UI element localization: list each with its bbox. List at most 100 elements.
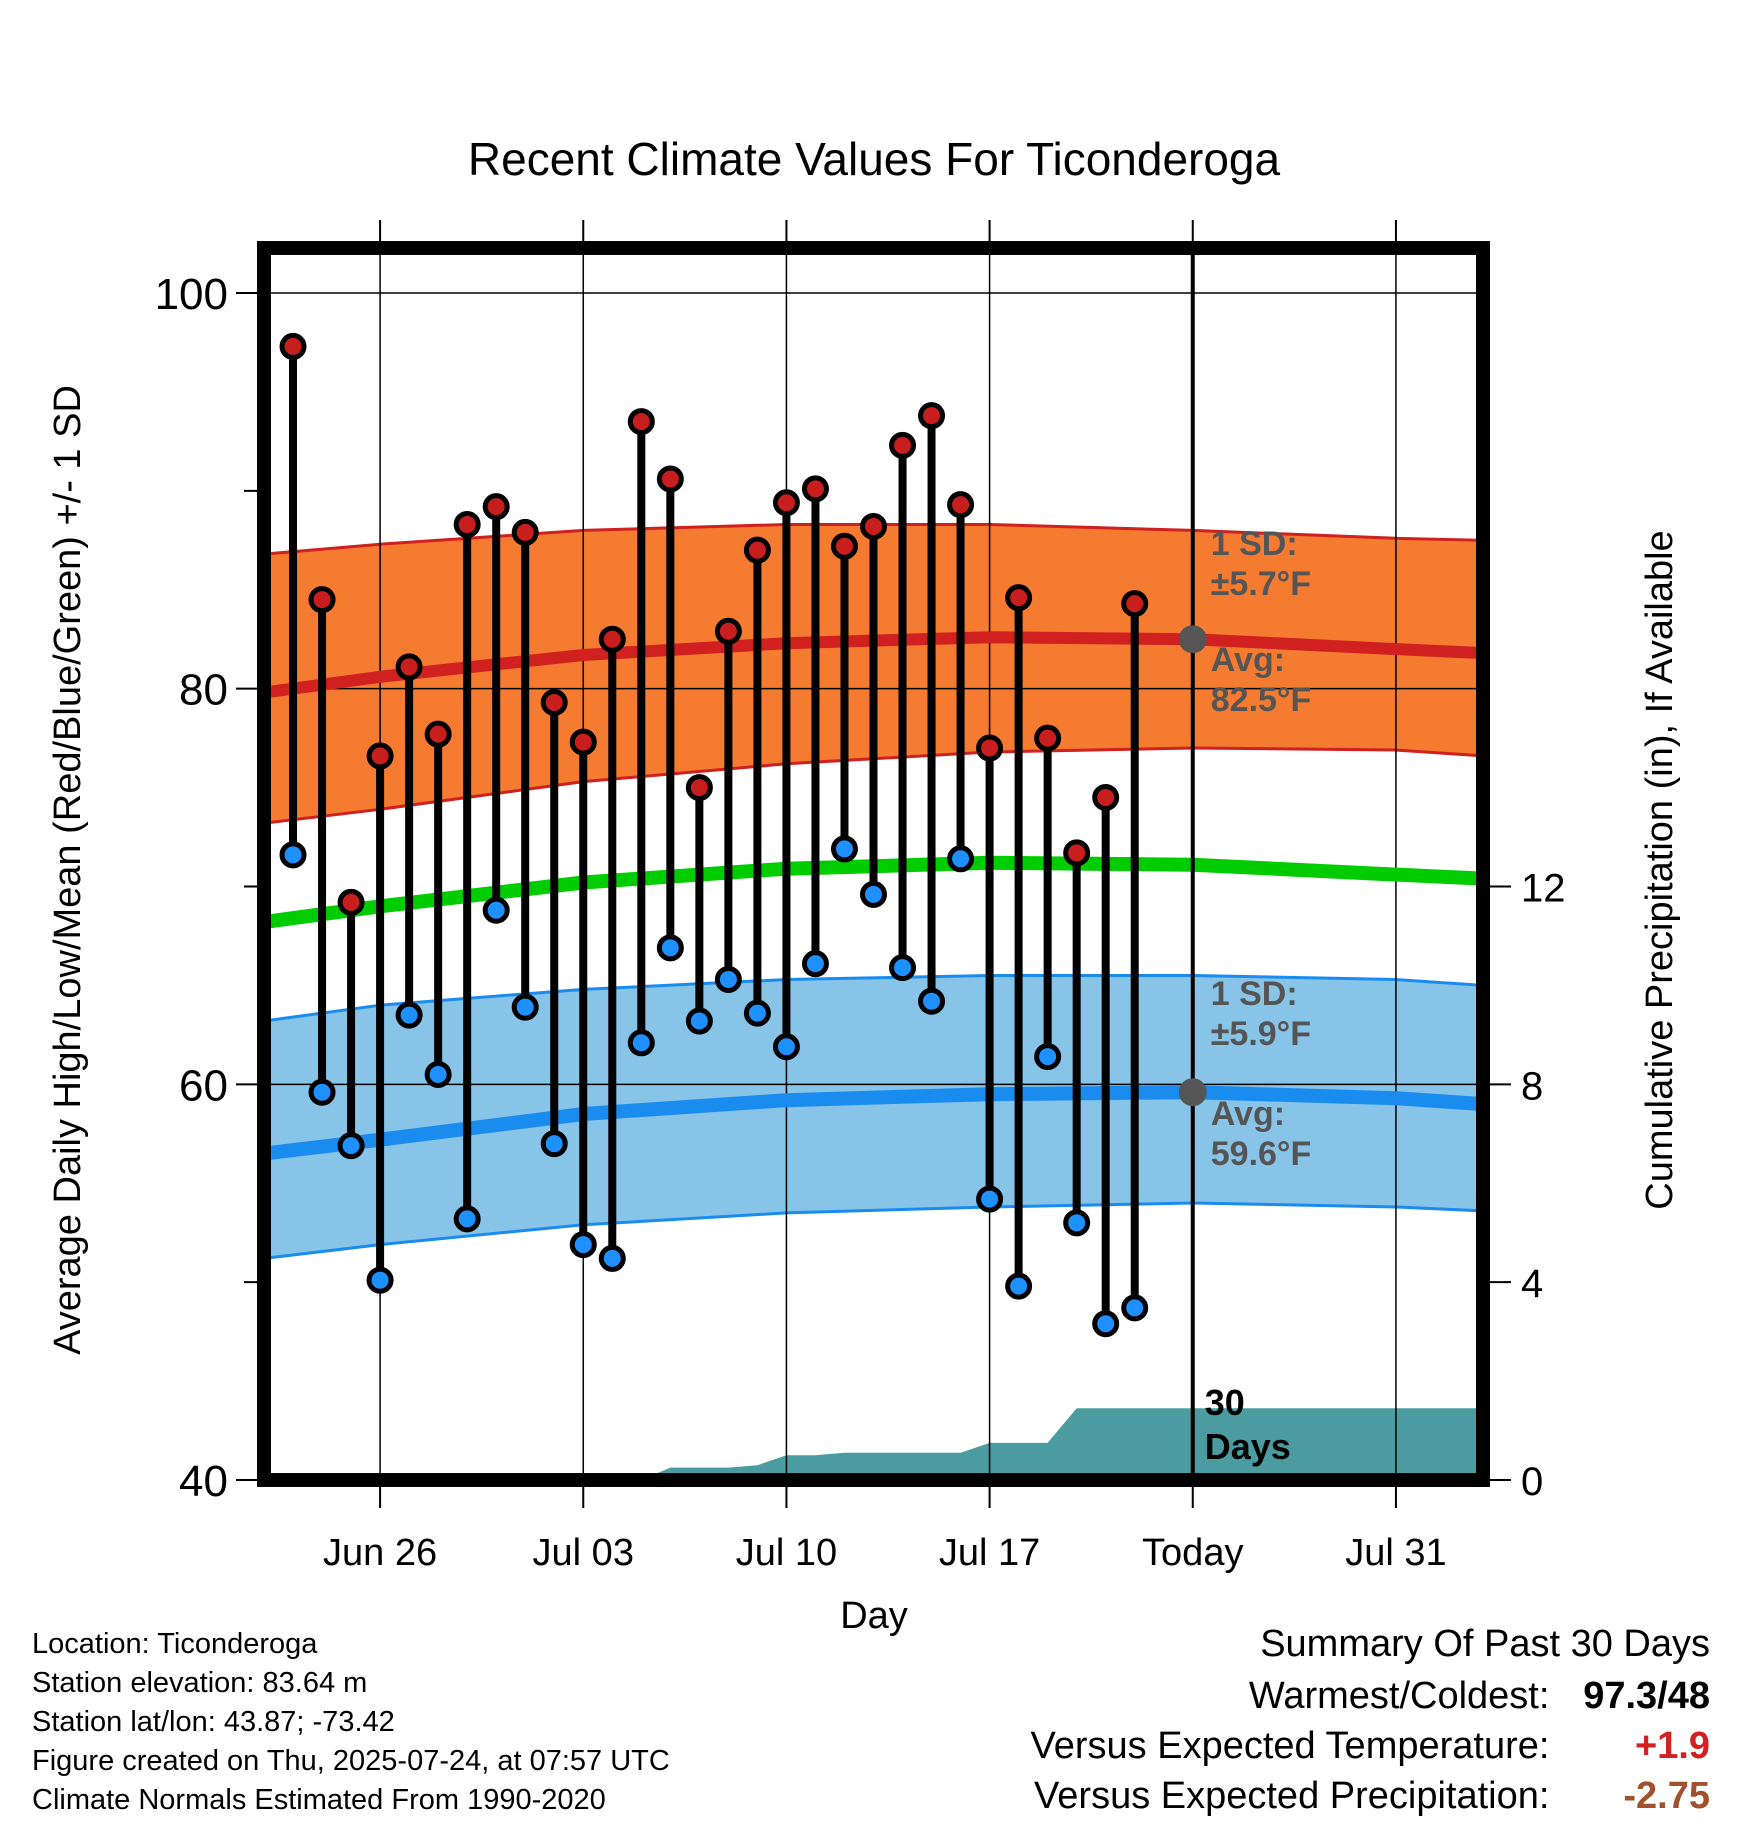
low-point (685, 1007, 713, 1035)
low-point (801, 950, 829, 978)
x-axis-label: Day (840, 1595, 908, 1637)
high-point (976, 734, 1004, 762)
summary-warmest-value: 97.3/48 (1583, 1675, 1710, 1717)
high-point (1063, 839, 1091, 867)
plot-frame (257, 241, 1490, 1487)
high-point (511, 518, 539, 546)
y2-axis-label: Cumulative Precipitation (in), If Availa… (1639, 530, 1681, 1209)
low-sd-annotation-line1: 1 SD: (1211, 975, 1298, 1013)
low-point (598, 1244, 626, 1272)
high-point (743, 536, 771, 564)
period-label-line: Days (1205, 1426, 1291, 1467)
high-point (714, 617, 742, 645)
low-point (772, 1033, 800, 1061)
precip-area (264, 1408, 1483, 1480)
low-point (482, 896, 510, 924)
low-point (627, 1029, 655, 1057)
x-tick-label: Jul 31 (1345, 1532, 1446, 1574)
low-point (1092, 1310, 1120, 1338)
summary-warmest-row: Warmest/Coldest: 97.3/48 (1249, 1677, 1710, 1715)
high-point (279, 332, 307, 360)
low-point (830, 835, 858, 863)
low-point (279, 841, 307, 869)
low-avg-line (263, 1085, 1484, 1161)
low-point (424, 1060, 452, 1088)
low-point (976, 1185, 1004, 1213)
high-point (569, 728, 597, 756)
period-label-line: 30 (1205, 1382, 1245, 1423)
high-point (801, 475, 829, 503)
y-tick-label: 80 (179, 666, 228, 715)
summary-precip-row: Versus Expected Precipitation: -2.75 (1034, 1777, 1710, 1815)
low-point (453, 1205, 481, 1233)
x-tick-label: Jul 10 (736, 1532, 837, 1574)
high-avg-annotation-line2: 82.5°F (1211, 681, 1312, 719)
low-point (947, 845, 975, 873)
summary-temp-row: Versus Expected Temperature: +1.9 (1031, 1727, 1710, 1765)
summary-precip-label: Versus Expected Precipitation: (1034, 1775, 1550, 1817)
y2-tick-label: 0 (1521, 1460, 1543, 1504)
low-point (337, 1132, 365, 1160)
high-point (598, 625, 626, 653)
summary-warmest-label: Warmest/Coldest: (1248, 1675, 1550, 1717)
x-tick-label: Jul 17 (939, 1532, 1040, 1574)
y-tick-label: 60 (179, 1061, 228, 1110)
low-point (714, 965, 742, 993)
high-point (918, 402, 946, 430)
y-tick-label: 40 (179, 1457, 228, 1506)
high-point (889, 431, 917, 459)
low-avg-annotation-line1: Avg: (1211, 1095, 1285, 1133)
chart-title: Recent Climate Values For Ticonderoga (468, 133, 1281, 185)
mean-line (263, 855, 1484, 930)
today-low-avg-dot (1178, 1078, 1207, 1107)
high-point (308, 586, 336, 614)
high-point (1092, 783, 1120, 811)
high-point (366, 742, 394, 770)
y2-tick-label: 8 (1521, 1064, 1543, 1108)
high-avg-annotation: Avg: 82.5°F (1211, 641, 1312, 719)
info-elevation: Station elevation: 83.64 m (32, 1667, 368, 1699)
summary-precip-value: -2.75 (1623, 1775, 1710, 1817)
y-tick-label: 100 (155, 270, 228, 319)
low-point (366, 1266, 394, 1294)
high-point (482, 493, 510, 521)
low-point (1034, 1043, 1062, 1071)
low-point (1121, 1294, 1149, 1322)
low-point (569, 1231, 597, 1259)
low-avg-annotation: Avg: 59.6°F (1211, 1095, 1312, 1173)
high-point (1121, 590, 1149, 618)
summary-temp-value: +1.9 (1634, 1725, 1710, 1767)
high-point (1005, 584, 1033, 612)
high-point (453, 510, 481, 538)
high-point (860, 512, 887, 540)
x-tick-label: Today (1142, 1532, 1243, 1574)
y-axis-label: Average Daily High/Low/Mean (Red/Blue/Gr… (47, 385, 89, 1355)
info-latlon: Station lat/lon: 43.87; -73.42 (32, 1706, 395, 1738)
low-point (395, 1001, 423, 1029)
info-normals: Climate Normals Estimated From 1990-2020 (32, 1784, 606, 1816)
high-point (540, 689, 568, 717)
low-point (918, 987, 946, 1015)
low-avg-annotation-line2: 59.6°F (1211, 1135, 1312, 1173)
info-location: Location: Ticonderoga (32, 1628, 318, 1660)
low-point (540, 1130, 568, 1158)
high-point (656, 465, 684, 493)
today-high-avg-dot (1178, 625, 1207, 654)
low-sd-annotation: 1 SD: ±5.9°F (1211, 975, 1311, 1053)
high-point (830, 532, 858, 560)
high-sd-annotation: 1 SD: ±5.7°F (1211, 525, 1311, 603)
high-point (772, 489, 800, 517)
high-point (1034, 724, 1062, 752)
high-point (685, 774, 713, 802)
high-sd-annotation-line2: ±5.7°F (1211, 565, 1311, 603)
low-point (656, 934, 684, 962)
low-point (860, 880, 887, 908)
high-point (395, 653, 423, 681)
low-point (889, 954, 917, 982)
high-sd-annotation-line1: 1 SD: (1211, 525, 1298, 563)
high-point (947, 491, 975, 519)
high-point (627, 408, 655, 436)
period-label: 30 Days (1205, 1382, 1291, 1467)
low-sd-annotation-line2: ±5.9°F (1211, 1015, 1311, 1053)
